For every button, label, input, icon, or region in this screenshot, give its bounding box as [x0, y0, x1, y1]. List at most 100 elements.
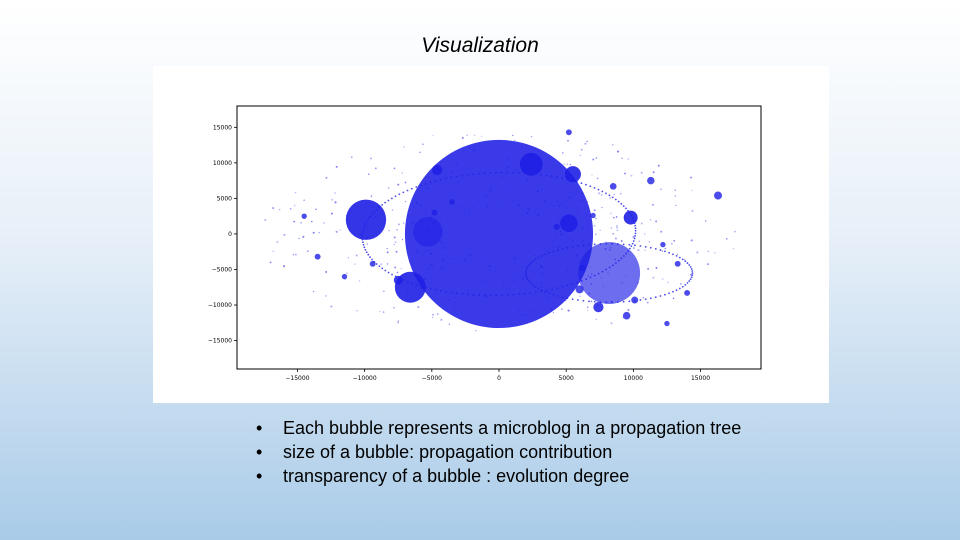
background-point [655, 220, 658, 223]
background-point [272, 207, 275, 210]
background-point [379, 310, 381, 313]
background-point [674, 189, 676, 191]
orbit-point [384, 201, 387, 204]
background-point [396, 228, 398, 231]
microblog-bubble [713, 191, 723, 200]
microblog-bubble [393, 275, 403, 285]
background-point [619, 192, 622, 195]
microblog-bubble [565, 129, 572, 136]
background-point [624, 172, 626, 175]
background-point [594, 233, 597, 236]
background-point [733, 230, 736, 233]
background-point [640, 171, 643, 174]
background-point [276, 240, 279, 244]
background-point [312, 231, 315, 234]
orbit-point [410, 187, 413, 190]
orbit-point [580, 182, 583, 185]
background-point [302, 236, 304, 238]
orbit-point [668, 251, 670, 254]
background-point [644, 249, 646, 251]
microblog-bubble [404, 139, 594, 328]
background-point [614, 237, 617, 240]
orbit-point [634, 227, 637, 230]
background-point [431, 316, 434, 319]
background-point [616, 150, 620, 153]
slide-title: Visualization [421, 34, 539, 57]
background-point [732, 247, 735, 250]
background-point [325, 270, 328, 274]
background-point [264, 218, 267, 221]
x-tick-label: 5000 [559, 375, 574, 382]
background-point [355, 254, 358, 257]
orbit-point [675, 289, 678, 292]
orbit-point [628, 243, 631, 246]
microblog-bubble [560, 214, 578, 233]
background-point [652, 171, 655, 174]
orbit-point [634, 224, 637, 227]
background-point [388, 229, 390, 232]
y-tick-label: −5000 [212, 266, 232, 273]
y-tick-label: 10000 [213, 160, 232, 167]
orbit-point [391, 273, 393, 276]
background-point [461, 137, 464, 139]
background-point [356, 310, 358, 312]
background-point [648, 241, 651, 243]
orbit-point [375, 263, 378, 265]
orbit-point [387, 271, 390, 274]
microblog-bubble [301, 213, 307, 219]
background-point [448, 323, 451, 325]
background-point [306, 250, 309, 253]
background-point [652, 276, 655, 279]
microblog-bubble [578, 242, 641, 304]
background-point [354, 263, 356, 265]
orbit-point [678, 287, 681, 290]
background-point [302, 235, 305, 238]
background-point [395, 250, 398, 253]
microblog-bubble [369, 260, 376, 267]
orbit-point [589, 185, 592, 188]
background-point [393, 243, 396, 246]
background-point [690, 176, 693, 179]
microblog-bubble [314, 253, 321, 260]
background-point [325, 176, 328, 179]
orbit-point [644, 298, 647, 301]
orbit-point [588, 300, 590, 303]
background-point [587, 309, 589, 311]
background-point [651, 203, 654, 206]
y-tick-label: 5000 [217, 195, 232, 202]
x-tick-label: 15000 [691, 375, 710, 382]
background-point [335, 230, 338, 233]
background-point [615, 216, 618, 218]
orbit-point [691, 274, 694, 276]
orbit-point [649, 246, 652, 249]
orbit-point [628, 247, 631, 250]
microblog-bubble [674, 260, 681, 267]
background-point [657, 164, 660, 167]
y-tick-label: 0 [228, 231, 232, 238]
orbit-point [675, 255, 678, 257]
background-point [283, 265, 286, 268]
orbit-point [681, 258, 684, 261]
orbit-point [681, 285, 684, 288]
background-point [300, 222, 302, 224]
orbit-point [415, 186, 418, 188]
background-point [562, 152, 564, 154]
background-point [334, 192, 336, 194]
background-point [627, 308, 630, 311]
background-point [312, 290, 315, 293]
microblog-bubble [432, 164, 443, 176]
background-point [664, 247, 667, 250]
background-point [612, 232, 615, 235]
background-point [646, 301, 649, 304]
background-point [370, 195, 373, 197]
background-point [660, 188, 662, 191]
background-point [323, 222, 325, 224]
orbit-point [659, 295, 662, 297]
background-point [616, 227, 618, 229]
background-point [475, 330, 477, 332]
background-point [632, 247, 635, 250]
orbit-point [378, 265, 381, 268]
orbit-point [631, 242, 634, 245]
background-point [642, 296, 645, 299]
background-point [369, 157, 372, 160]
